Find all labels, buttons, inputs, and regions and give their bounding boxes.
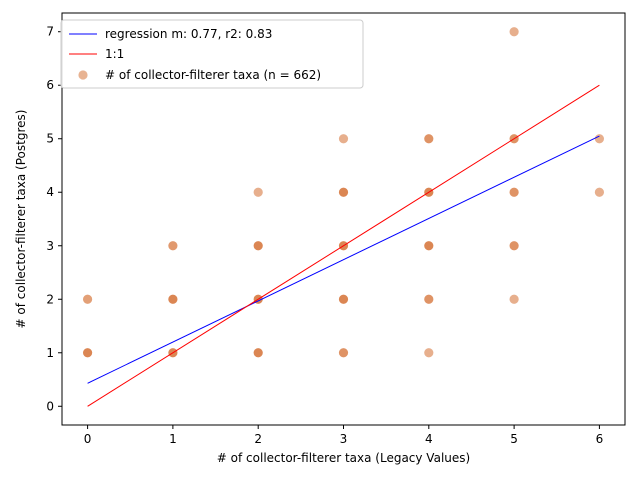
scatter-point xyxy=(594,134,605,144)
scatter-point xyxy=(509,241,519,251)
x-axis-label: # of collector-filterer taxa (Legacy Val… xyxy=(217,451,470,465)
y-tick-label: 6 xyxy=(46,78,54,92)
plot-area xyxy=(82,27,605,407)
scatter-point xyxy=(82,348,93,358)
legend-label: regression m: 0.77, r2: 0.83 xyxy=(105,27,272,41)
scatter-point xyxy=(253,187,263,197)
scatter-point xyxy=(338,348,349,358)
x-tick-label: 5 xyxy=(510,432,518,446)
scatter-point xyxy=(168,294,178,304)
legend-label: 1:1 xyxy=(105,47,124,61)
y-axis-label: # of collector-filterer taxa (Postgres) xyxy=(14,110,28,329)
x-tick-label: 0 xyxy=(84,432,92,446)
x-tick-label: 6 xyxy=(596,432,604,446)
scatter-point xyxy=(424,294,434,304)
scatter-point xyxy=(338,294,349,304)
x-tick-label: 1 xyxy=(169,432,177,446)
legend-label: # of collector-filterer taxa (n = 662) xyxy=(105,68,321,82)
y-tick-label: 5 xyxy=(46,132,54,146)
y-tick-label: 2 xyxy=(46,292,54,306)
legend-marker-swatch xyxy=(78,70,88,80)
y-tick-label: 1 xyxy=(46,346,54,360)
scatter-point xyxy=(82,294,93,304)
scatter-point xyxy=(338,187,349,197)
y-tick-label: 3 xyxy=(46,239,54,253)
scatter-point xyxy=(509,27,519,37)
scatter-point xyxy=(424,348,434,358)
scatter-point xyxy=(594,187,605,197)
x-tick-label: 3 xyxy=(340,432,348,446)
scatter-point xyxy=(168,241,178,251)
scatter-point xyxy=(509,187,519,197)
x-axis: 0 1 2 3 4 5 6 xyxy=(84,425,603,446)
one-to-one-line xyxy=(87,84,600,407)
legend: regression m: 0.77, r2: 0.83 1:1 # of coll… xyxy=(60,19,364,89)
x-tick-label: 2 xyxy=(254,432,262,446)
scatter-point xyxy=(424,241,434,251)
x-tick-label: 4 xyxy=(425,432,433,446)
scatter-point xyxy=(338,134,349,144)
legend-box xyxy=(60,19,364,89)
scatter-point xyxy=(424,134,434,144)
scatter-point xyxy=(253,241,263,251)
y-tick-label: 4 xyxy=(46,185,54,199)
y-tick-label: 0 xyxy=(46,399,54,413)
y-tick-label: 7 xyxy=(46,25,54,39)
scatter-point xyxy=(509,294,519,304)
scatter-point xyxy=(253,348,263,358)
y-axis: 0 1 2 3 4 5 6 7 xyxy=(46,25,62,413)
regression-line xyxy=(87,135,600,384)
